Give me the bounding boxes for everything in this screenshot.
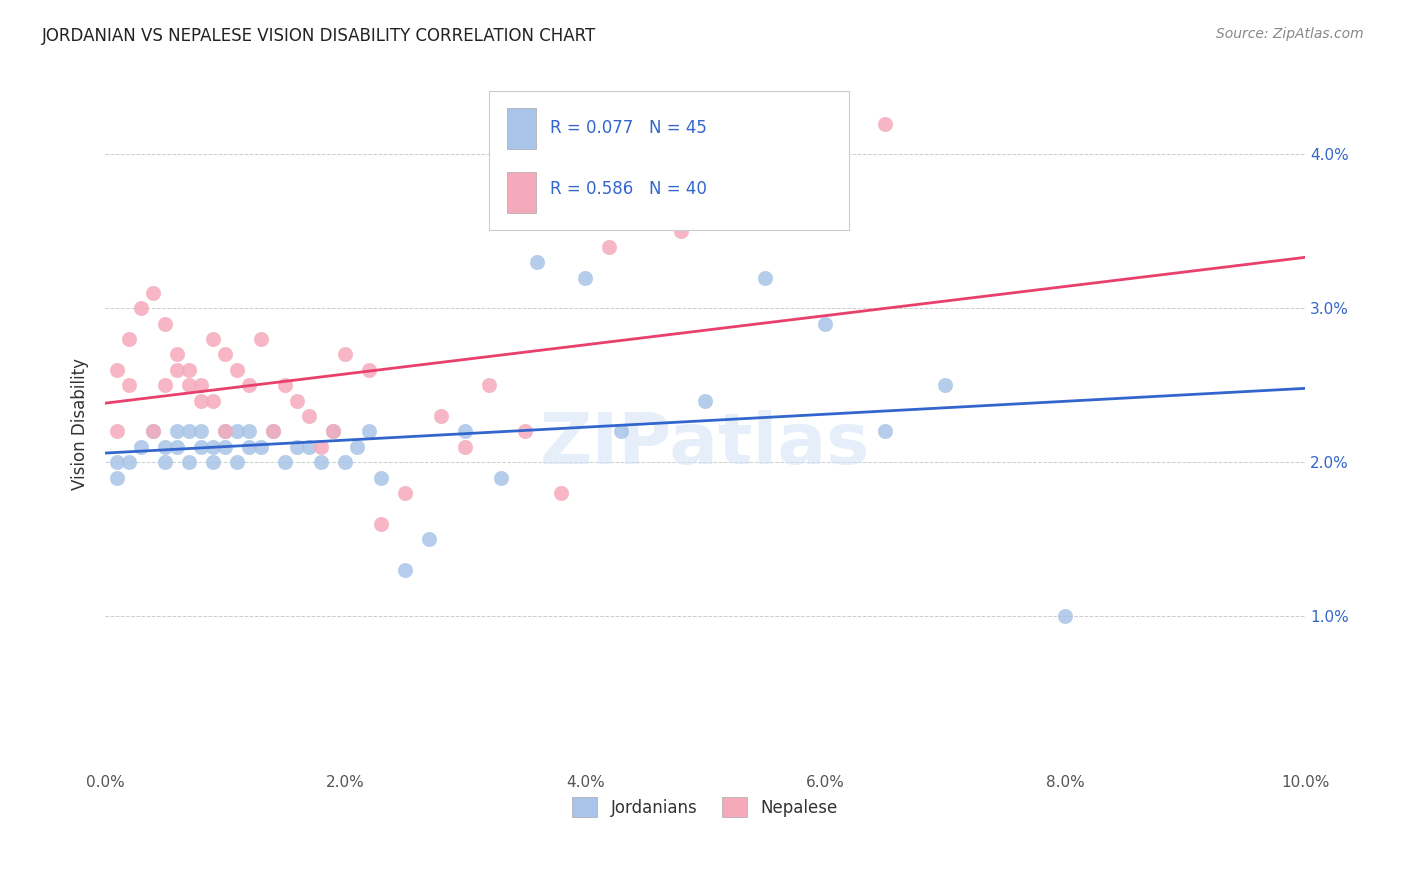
Point [1054, 609, 1077, 624]
Point [202, 393, 225, 408]
Point [155, 455, 177, 469]
Point [166, 425, 188, 439]
Point [262, 425, 284, 439]
Point [190, 425, 212, 439]
Point [190, 378, 212, 392]
Point [574, 270, 596, 285]
Point [179, 378, 201, 392]
Point [875, 425, 897, 439]
Point [238, 440, 260, 454]
Point [489, 470, 512, 484]
Point [118, 378, 141, 392]
Point [274, 378, 297, 392]
Point [179, 455, 201, 469]
Point [226, 455, 249, 469]
Point [118, 332, 141, 346]
Point [250, 440, 273, 454]
Point [166, 347, 188, 361]
Point [322, 425, 344, 439]
Point [155, 440, 177, 454]
Point [298, 409, 321, 423]
Point [285, 440, 308, 454]
Point [430, 409, 453, 423]
Point [214, 425, 236, 439]
Point [214, 347, 236, 361]
Point [418, 532, 440, 546]
Point [526, 255, 548, 269]
Point [142, 285, 165, 300]
Point [166, 440, 188, 454]
Point [166, 363, 188, 377]
Point [309, 455, 332, 469]
Point [346, 440, 368, 454]
Point [322, 425, 344, 439]
Point [274, 455, 297, 469]
Point [394, 563, 416, 577]
Point [550, 486, 572, 500]
Text: JORDANIAN VS NEPALESE VISION DISABILITY CORRELATION CHART: JORDANIAN VS NEPALESE VISION DISABILITY … [42, 27, 596, 45]
Point [335, 455, 357, 469]
Legend: Jordanians, Nepalese: Jordanians, Nepalese [565, 790, 845, 824]
Point [129, 301, 152, 316]
Point [105, 425, 128, 439]
Point [179, 425, 201, 439]
Point [214, 425, 236, 439]
Point [598, 240, 620, 254]
Point [454, 425, 477, 439]
Point [298, 440, 321, 454]
Point [118, 455, 141, 469]
Point [238, 425, 260, 439]
Point [359, 425, 381, 439]
Point [695, 393, 717, 408]
Point [142, 425, 165, 439]
Point [214, 440, 236, 454]
Point [285, 393, 308, 408]
Point [669, 224, 692, 238]
Point [610, 425, 633, 439]
Point [370, 516, 392, 531]
Point [454, 440, 477, 454]
Point [202, 440, 225, 454]
Point [155, 317, 177, 331]
Point [754, 270, 776, 285]
Point [478, 378, 501, 392]
Point [105, 470, 128, 484]
Point [238, 378, 260, 392]
Point [190, 440, 212, 454]
Point [155, 378, 177, 392]
Point [190, 393, 212, 408]
Point [309, 440, 332, 454]
Point [105, 455, 128, 469]
Point [202, 332, 225, 346]
Point [129, 440, 152, 454]
Point [262, 425, 284, 439]
Point [875, 117, 897, 131]
Text: Source: ZipAtlas.com: Source: ZipAtlas.com [1216, 27, 1364, 41]
Point [179, 363, 201, 377]
Text: ZIPatlas: ZIPatlas [540, 410, 870, 479]
Point [370, 470, 392, 484]
Y-axis label: Vision Disability: Vision Disability [72, 358, 89, 490]
Point [226, 363, 249, 377]
Point [335, 347, 357, 361]
Point [250, 332, 273, 346]
Point [359, 363, 381, 377]
Point [814, 317, 837, 331]
Point [226, 425, 249, 439]
Point [934, 378, 956, 392]
Point [394, 486, 416, 500]
Point [202, 455, 225, 469]
Point [142, 425, 165, 439]
Point [515, 425, 537, 439]
Point [105, 363, 128, 377]
